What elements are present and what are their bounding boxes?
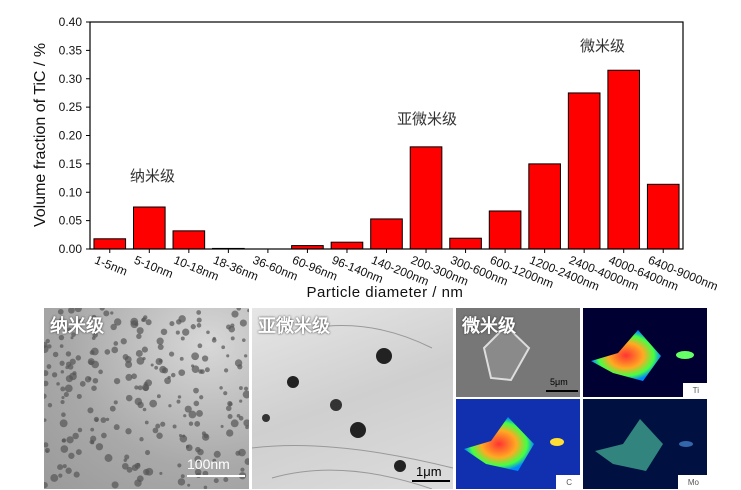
bar-1200-2400nm (528, 163, 561, 250)
bar-5-10nm (132, 206, 166, 250)
bar-1-5nm (93, 238, 127, 250)
submicro-particles (252, 325, 453, 489)
bar-4000-6400nm (607, 69, 641, 250)
eds-map-mo: Mo (583, 399, 707, 489)
scale-bar-label-submicro: 1μm (416, 464, 442, 479)
bar-6400-9000nm (646, 183, 680, 250)
y-tick-label: 0.40 (59, 15, 83, 29)
sem-image-micro: 微米级 5μm (456, 308, 580, 397)
bar-140-200nm (370, 218, 403, 250)
x-tick-label: 60-96nm (290, 253, 339, 284)
bar-96-140nm (330, 241, 364, 250)
scale-bar-nano (187, 475, 245, 477)
scale-bar-label-nano: 100nm (187, 456, 230, 472)
eds-label-ti: Ti (682, 383, 707, 397)
x-tick-label: 5-10nm (132, 253, 175, 281)
y-tick-label: 0.15 (59, 157, 83, 171)
image-label-submicro: 亚微米级 (258, 316, 330, 336)
y-tick-label: 0.25 (59, 100, 83, 114)
bar-chart: 0.00 0.05 0.10 0.15 0.20 0.25 0.30 0.35 0.40 1-5… (32, 15, 720, 301)
x-tick-label: 36-60nm (251, 253, 300, 284)
bar-200-300nm (409, 146, 443, 250)
eds-map-c: C (456, 399, 580, 489)
y-tick-label: 0.35 (59, 43, 83, 57)
eds-map-ti: Ti (583, 308, 707, 397)
scale-bar-submicro (412, 480, 450, 482)
y-tick-label: 0.20 (59, 129, 83, 143)
plot-frame (89, 21, 684, 250)
bar-600-1200nm (488, 210, 522, 250)
micro-particle (482, 324, 531, 382)
scale-bar-label-micro: 5μm (550, 377, 568, 387)
tem-image-nano: 纳米级 100nm (44, 308, 249, 489)
eds-label-c: C (556, 475, 580, 489)
annotation-submicro: 亚微米级 (397, 111, 457, 128)
image-label-nano: 纳米级 (50, 316, 104, 336)
bar-2400-4000nm (567, 92, 601, 250)
scale-bar-micro (546, 390, 578, 392)
bar-10-18nm (172, 230, 206, 250)
x-tick-label: 1-5nm (93, 253, 130, 279)
y-tick-label: 0.05 (59, 214, 83, 228)
annotation-nano: 纳米级 (130, 168, 175, 185)
x-tick-label: 18-36nm (211, 253, 260, 284)
nanoparticles (44, 308, 249, 489)
x-tick-label: 10-18nm (172, 253, 221, 284)
eds-label-mo: Mo (677, 475, 707, 489)
y-tick-label: 0.00 (59, 242, 83, 256)
y-tick-label: 0.30 (59, 72, 83, 86)
image-label-micro: 微米级 (462, 316, 516, 336)
tem-image-submicro: 亚微米级 1μm (252, 308, 453, 489)
annotation-micro: 微米级 (580, 38, 625, 55)
bar-300-600nm (449, 237, 482, 250)
y-axis-label: Volume fraction of TiC / % (32, 43, 49, 227)
y-tick-label: 0.10 (59, 185, 83, 199)
x-axis-label: Particle diameter / nm (307, 284, 464, 301)
